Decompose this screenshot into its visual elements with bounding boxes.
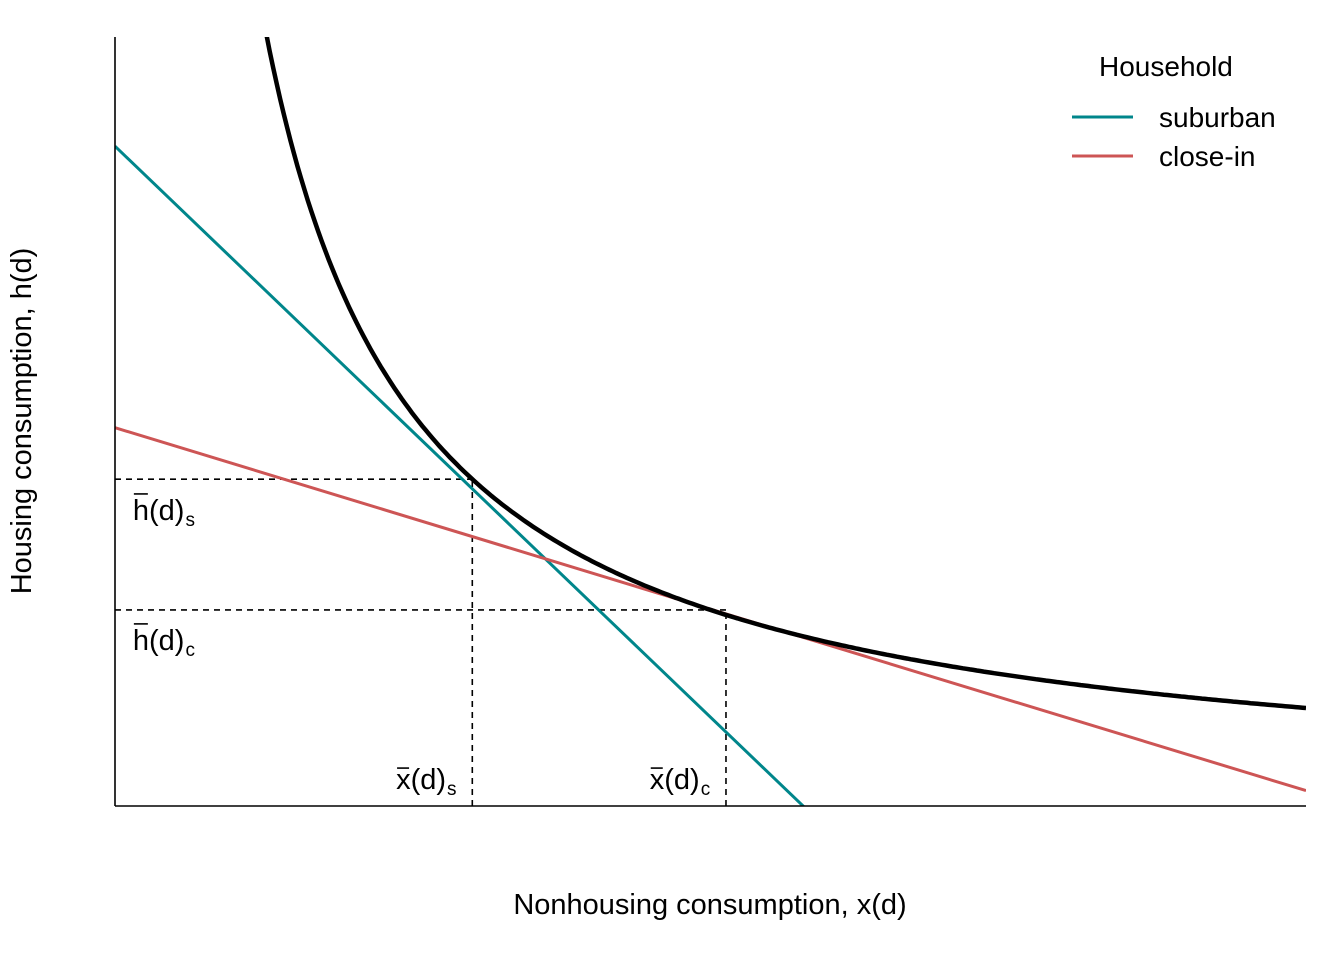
annotation-subscript: c — [701, 779, 711, 800]
annotation-x-bar-c: x(d) c — [650, 764, 710, 800]
legend-label-close-in: close-in — [1159, 141, 1255, 172]
annotation-text: x(d) — [650, 764, 700, 796]
x-axis-title: Nonhousing consumption, x(d) — [513, 889, 906, 921]
annotation-text: x(d) — [396, 764, 446, 796]
plot-area — [115, 37, 1306, 806]
annotation-text: h(d) — [133, 625, 185, 657]
annotation-subscript: s — [447, 779, 457, 800]
annotations: h(d) sh(d) cx(d) s x(d) c — [133, 493, 710, 800]
indifference-curve — [264, 37, 1306, 711]
annotation-subscript: c — [185, 640, 195, 661]
annotation-h-bar-c: h(d) c — [133, 623, 195, 661]
annotation-text: h(d) — [133, 495, 185, 527]
axes — [114, 37, 1306, 807]
legend-title: Household — [1099, 51, 1233, 82]
annotation-subscript: s — [185, 510, 195, 531]
budget-line-suburban — [115, 145, 806, 806]
annotation-h-bar-s: h(d) s — [133, 493, 195, 531]
y-axis-title: Housing consumption, h(d) — [6, 248, 38, 595]
legend-label-suburban: suburban — [1159, 102, 1276, 133]
legend: Household suburban close-in — [1072, 51, 1276, 172]
annotation-x-bar-s: x(d) s — [396, 764, 456, 800]
